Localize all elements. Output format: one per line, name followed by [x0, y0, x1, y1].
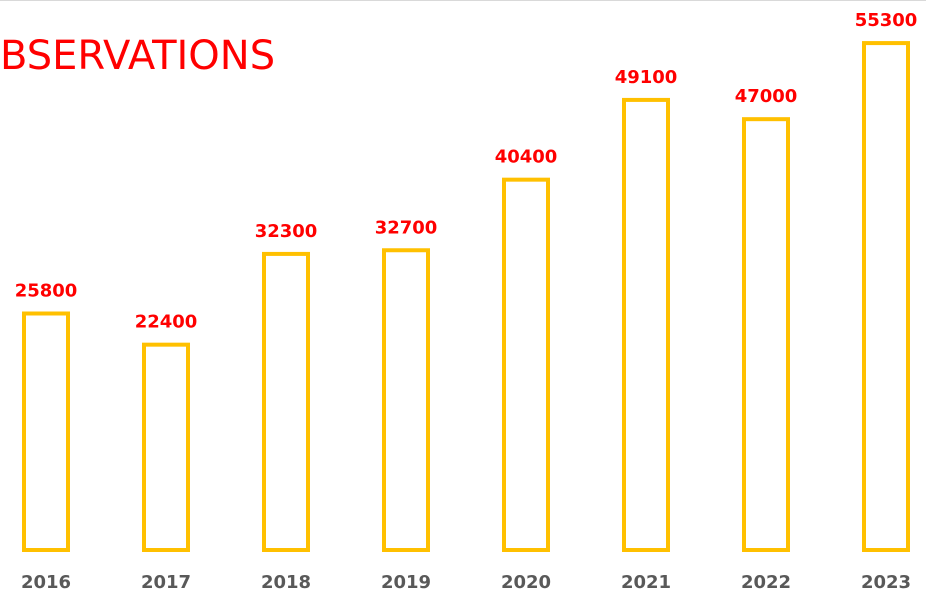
data-label: 32700	[375, 217, 438, 238]
data-label: 55300	[855, 10, 918, 31]
data-label: 49100	[615, 67, 678, 88]
x-tick-label: 2023	[861, 572, 911, 593]
data-label: 32300	[255, 221, 318, 242]
bar	[862, 41, 910, 552]
data-label: 40400	[495, 147, 558, 168]
x-tick-label: 2021	[621, 572, 671, 593]
chart-title: BSERVATIONS	[0, 33, 275, 79]
bar	[382, 248, 430, 552]
x-tick-label: 2022	[741, 572, 791, 593]
data-label: 22400	[135, 312, 198, 333]
x-tick-label: 2017	[141, 572, 191, 593]
bar	[262, 251, 310, 553]
data-label: 47000	[735, 86, 798, 107]
bar	[142, 342, 190, 552]
x-tick-label: 2020	[501, 572, 551, 593]
data-label: 25800	[15, 281, 78, 302]
x-tick-label: 2016	[21, 572, 71, 593]
x-tick-label: 2019	[381, 572, 431, 593]
bar	[22, 311, 70, 552]
x-tick-label: 2018	[261, 572, 311, 593]
bar	[502, 177, 550, 553]
bar	[622, 97, 670, 553]
bar	[742, 117, 790, 553]
